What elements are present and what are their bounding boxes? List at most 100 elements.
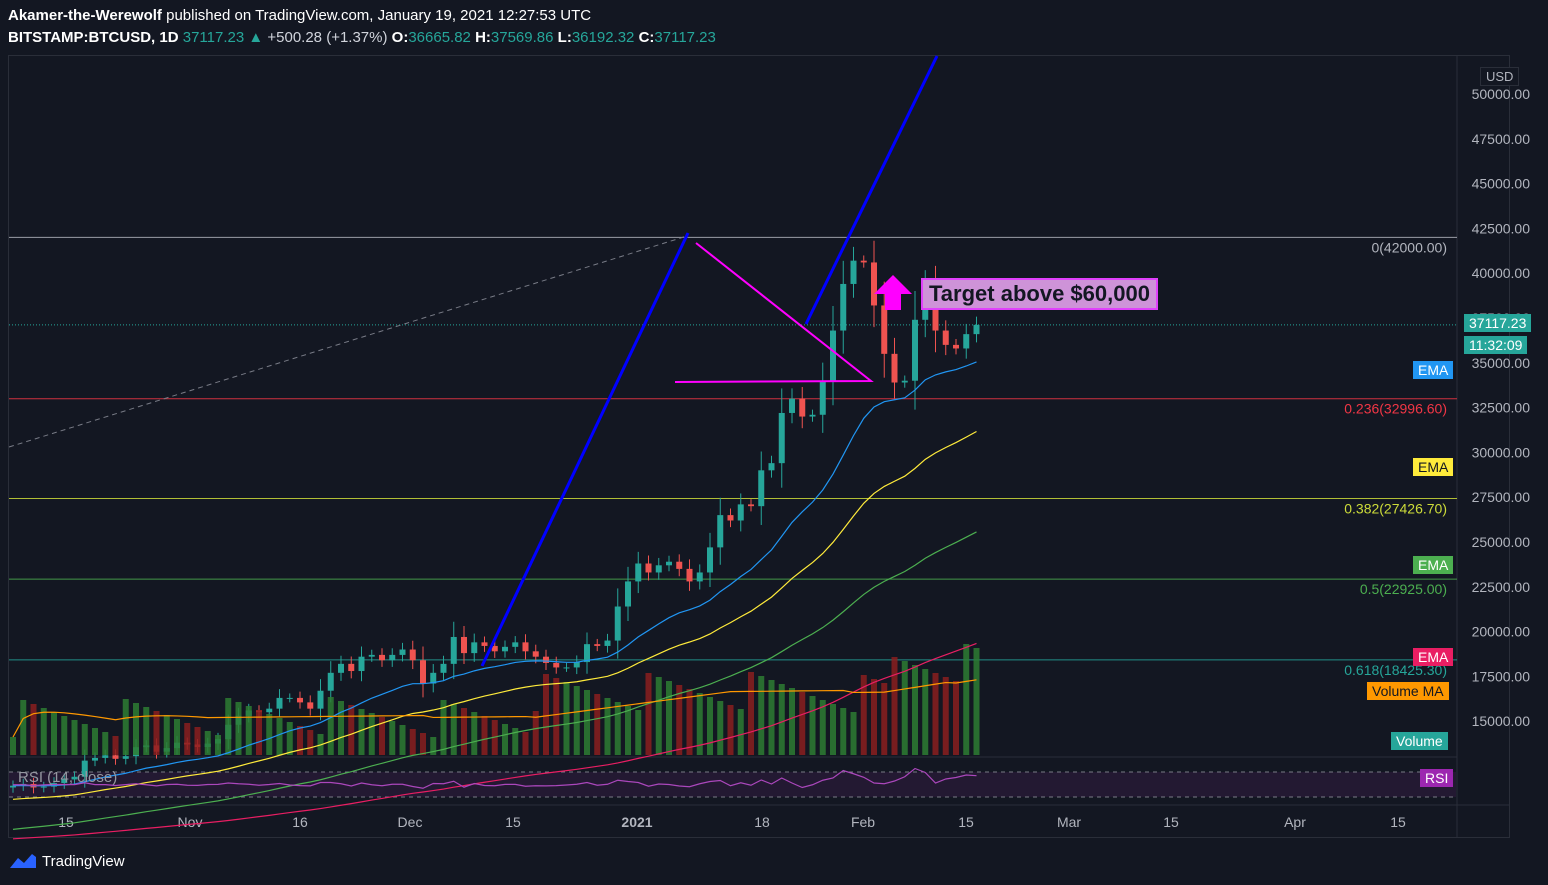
- candle-body[interactable]: [676, 561, 683, 569]
- ema-yellow-line[interactable]: [12, 430, 977, 800]
- candle-body[interactable]: [696, 572, 703, 582]
- candle-body[interactable]: [471, 642, 478, 654]
- candle-body[interactable]: [409, 649, 416, 661]
- candle-body[interactable]: [963, 334, 970, 349]
- candle-body[interactable]: [768, 463, 775, 471]
- candle-body[interactable]: [40, 786, 47, 788]
- candle-body[interactable]: [368, 654, 375, 657]
- trend-line-up[interactable]: [480, 232, 690, 667]
- candle-body[interactable]: [553, 662, 560, 668]
- candle-body[interactable]: [266, 708, 273, 713]
- ema-blue-line[interactable]: [12, 361, 977, 787]
- candle-body[interactable]: [953, 344, 959, 349]
- candle-body[interactable]: [942, 330, 949, 345]
- volume-ma-line[interactable]: [12, 679, 977, 738]
- candle-body[interactable]: [799, 398, 806, 417]
- candle-body[interactable]: [881, 305, 888, 354]
- candle-body[interactable]: [584, 644, 590, 663]
- candle-body[interactable]: [973, 324, 980, 335]
- candle-body[interactable]: [481, 642, 488, 646]
- candle-body[interactable]: [707, 547, 713, 573]
- candle-body[interactable]: [625, 581, 631, 607]
- candle-body[interactable]: [655, 565, 662, 573]
- candle-body[interactable]: [686, 568, 693, 582]
- rsi-line[interactable]: [13, 767, 977, 789]
- candle-body[interactable]: [778, 412, 785, 464]
- candle-body[interactable]: [594, 644, 601, 646]
- candle-body[interactable]: [92, 757, 98, 761]
- author-name[interactable]: Akamer-the-Werewolf: [8, 7, 162, 24]
- candle-body[interactable]: [819, 380, 826, 415]
- candle-body[interactable]: [727, 515, 734, 521]
- volume-tag[interactable]: Volume: [1391, 732, 1448, 750]
- candle-body[interactable]: [307, 702, 314, 709]
- candle-body[interactable]: [112, 755, 119, 759]
- ema-green-tag[interactable]: EMA: [1413, 556, 1454, 574]
- candle-body[interactable]: [860, 260, 867, 263]
- ema-red-tag[interactable]: EMA: [1413, 648, 1454, 666]
- candle-body[interactable]: [614, 606, 621, 641]
- candle-body[interactable]: [276, 697, 283, 709]
- candle-body[interactable]: [358, 656, 365, 672]
- projection-line[interactable]: [804, 55, 939, 325]
- candle-body[interactable]: [543, 656, 549, 663]
- candle-body[interactable]: [81, 760, 88, 777]
- candle-body[interactable]: [338, 663, 344, 673]
- candle-body[interactable]: [440, 663, 447, 673]
- ema-green-line[interactable]: [12, 531, 977, 830]
- candle-body[interactable]: [461, 636, 467, 654]
- candle-body[interactable]: [532, 651, 539, 657]
- candle-body[interactable]: [348, 663, 355, 672]
- candle-body[interactable]: [71, 776, 78, 780]
- candle-body[interactable]: [420, 660, 426, 684]
- candle-body[interactable]: [645, 563, 652, 573]
- candle-body[interactable]: [891, 353, 898, 383]
- candle-body[interactable]: [871, 262, 877, 306]
- candle-body[interactable]: [912, 319, 918, 381]
- candle-body[interactable]: [840, 283, 847, 331]
- candle-body[interactable]: [102, 755, 109, 758]
- candle-body[interactable]: [635, 563, 642, 582]
- candle-body[interactable]: [512, 642, 519, 647]
- candle-body[interactable]: [122, 756, 129, 759]
- fib-anchor-dashed-line[interactable]: [8, 235, 688, 448]
- candle-body[interactable]: [573, 662, 580, 668]
- ema-blue-tag[interactable]: EMA: [1413, 361, 1454, 379]
- candle-body[interactable]: [502, 646, 508, 652]
- ema-red-line[interactable]: [12, 642, 977, 840]
- candle-body[interactable]: [809, 414, 816, 417]
- candle-body[interactable]: [522, 642, 529, 652]
- candle-body[interactable]: [286, 697, 293, 699]
- candle-body[interactable]: [737, 504, 744, 521]
- footer-brand[interactable]: TradingView: [8, 852, 125, 870]
- candle-body[interactable]: [399, 649, 406, 655]
- candle-body[interactable]: [717, 515, 724, 548]
- target-label[interactable]: Target above $60,000: [921, 278, 1158, 310]
- candle-body[interactable]: [317, 690, 324, 709]
- rsi-tag[interactable]: RSI: [1420, 769, 1454, 787]
- candle-body[interactable]: [830, 330, 836, 381]
- candle-body[interactable]: [327, 672, 334, 691]
- candle-body[interactable]: [901, 380, 908, 383]
- candle-body[interactable]: [850, 260, 857, 284]
- candle-body[interactable]: [758, 470, 765, 507]
- currency-label[interactable]: USD: [1480, 67, 1520, 86]
- triangle-pattern[interactable]: [674, 242, 874, 383]
- candle-body[interactable]: [379, 654, 385, 661]
- ema-yellow-tag[interactable]: EMA: [1413, 458, 1454, 476]
- candle-body[interactable]: [10, 785, 16, 788]
- candle-body[interactable]: [563, 667, 570, 669]
- candle-body[interactable]: [666, 561, 672, 566]
- symbol-name[interactable]: BITSTAMP:BTCUSD, 1D: [8, 29, 179, 46]
- volume-ma-tag[interactable]: Volume MA: [1367, 682, 1449, 700]
- up-arrow-icon[interactable]: [874, 275, 912, 310]
- candle-body[interactable]: [604, 640, 611, 646]
- candle-body[interactable]: [748, 504, 754, 507]
- candle-body[interactable]: [491, 645, 498, 652]
- candle-body[interactable]: [430, 672, 437, 684]
- candle-body[interactable]: [389, 654, 396, 661]
- candle-body[interactable]: [450, 636, 457, 664]
- candle-body[interactable]: [61, 779, 68, 784]
- candle-body[interactable]: [297, 697, 303, 703]
